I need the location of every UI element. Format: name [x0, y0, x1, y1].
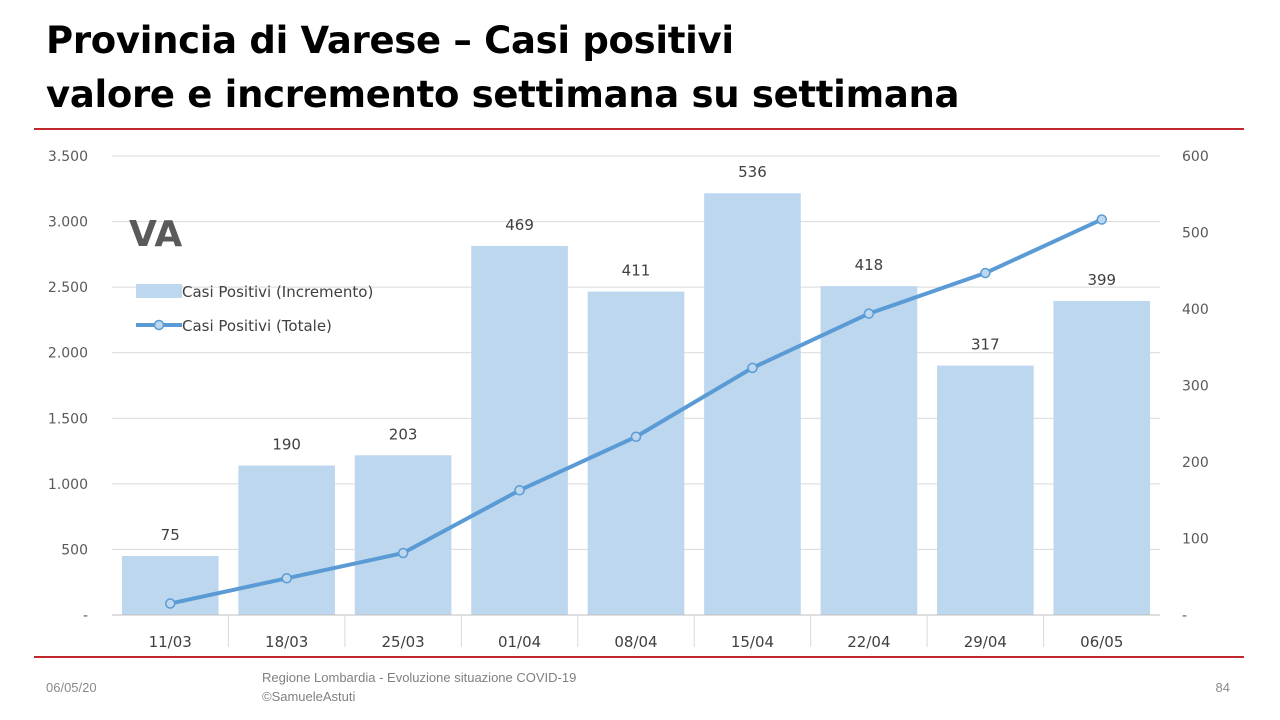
footer-source-line-2: ©SamueleAstuti	[262, 689, 356, 704]
chart-svg: 75 190 203 469 411 536 418 317 399 - 500 1.000 1.50…	[48, 149, 1209, 651]
top-divider	[34, 128, 1244, 130]
legend-bar-label: Casi Positivi (Incremento)	[182, 283, 373, 301]
legend-bar-swatch	[136, 284, 182, 298]
axes: - 500 1.000 1.500 2.000 2.500 3.000 3.500 - 100 20…	[48, 149, 1209, 651]
bar-data-label: 75	[161, 526, 180, 544]
right-axis-tick-label: 600	[1182, 149, 1209, 165]
x-axis-tick-label: 29/04	[964, 633, 1007, 651]
slide-title-line-2: valore e incremento settimana su settima…	[46, 73, 960, 116]
bottom-divider	[34, 656, 1244, 658]
legend: Casi Positivi (Incremento) Casi Positivi…	[136, 283, 373, 335]
footer-date: 06/05/20	[46, 680, 97, 695]
right-axis-tick-label: 200	[1182, 455, 1209, 471]
bar-data-label: 536	[738, 163, 767, 181]
footer-source: Regione Lombardia - Evoluzione situazion…	[262, 668, 576, 706]
x-axis-tick-label: 01/04	[498, 633, 541, 651]
total-line-series	[164, 214, 1108, 609]
page-number: 84	[1215, 680, 1230, 695]
x-axis-tick-label: 11/03	[149, 633, 192, 651]
slide-title: Provincia di Varese – Casi positivi valo…	[46, 14, 960, 122]
left-axis-tick-label: 3.000	[48, 215, 88, 231]
bar-data-label: 469	[505, 216, 534, 234]
bars	[121, 193, 1151, 615]
right-axis-tick-label: 500	[1182, 226, 1209, 242]
bar-data-label: 399	[1087, 271, 1116, 289]
left-axis-tick-label: 500	[61, 542, 88, 558]
left-axis-tick-label: 3.500	[48, 149, 88, 165]
left-axis-tick-label: 1.000	[48, 477, 88, 493]
bar-data-label: 418	[855, 256, 884, 274]
bar	[820, 286, 918, 615]
chart-container: 75 190 203 469 411 536 418 317 399 - 500 1.000 1.50…	[34, 130, 1244, 656]
right-axis-tick-label: 400	[1182, 302, 1209, 318]
bar	[238, 465, 335, 615]
line-point	[514, 485, 525, 496]
line-point	[747, 362, 758, 374]
bar	[471, 245, 568, 615]
legend-line-label: Casi Positivi (Totale)	[182, 317, 332, 335]
line-point	[863, 308, 875, 319]
right-axis-tick-label: 300	[1182, 379, 1209, 395]
x-axis-tick-label: 08/04	[614, 633, 657, 651]
x-axis-tick-label: 25/03	[381, 633, 424, 651]
chart-annotation: VA	[129, 214, 182, 255]
x-axis-tick-label: 15/04	[731, 633, 774, 651]
left-axis-tick-label: -	[83, 608, 88, 624]
slide-title-line-1: Provincia di Varese – Casi positivi	[46, 19, 734, 62]
data-labels: 75 190 203 469 411 536 418 317 399	[161, 163, 1116, 544]
left-axis-tick-label: 2.500	[48, 280, 88, 296]
left-axis-tick-label: 1.500	[48, 411, 88, 427]
legend-line-marker	[153, 319, 165, 331]
right-axis-tick-label: -	[1182, 608, 1187, 624]
line-point	[630, 431, 642, 443]
left-axis-tick-label: 2.000	[48, 346, 88, 362]
bar-data-label: 203	[389, 425, 418, 443]
x-axis-tick-label: 22/04	[847, 633, 890, 651]
line-point	[281, 573, 292, 584]
bar-data-label: 411	[622, 262, 651, 280]
line-point	[1096, 214, 1108, 225]
bar	[704, 193, 801, 615]
bar-data-label: 190	[272, 435, 301, 453]
x-axis-tick-label: 06/05	[1080, 633, 1123, 651]
line-point	[980, 267, 991, 279]
bar-data-label: 317	[971, 336, 1000, 354]
bar	[937, 365, 1034, 615]
right-axis-tick-label: 100	[1182, 532, 1209, 548]
x-axis-tick-label: 18/03	[265, 633, 308, 651]
line-point	[164, 598, 176, 609]
line-point	[397, 547, 409, 559]
footer-source-line-1: Regione Lombardia - Evoluzione situazion…	[262, 670, 577, 685]
bar	[1053, 301, 1151, 615]
